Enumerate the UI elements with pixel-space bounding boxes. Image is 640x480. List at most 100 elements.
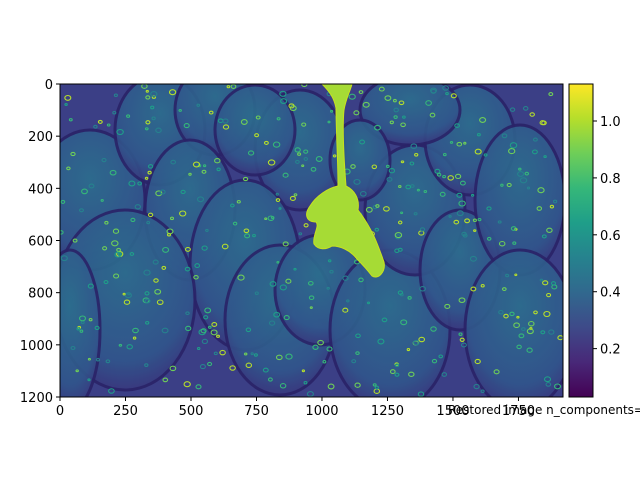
- seed: [243, 228, 250, 234]
- seed: [444, 303, 451, 309]
- seed: [87, 378, 91, 382]
- seed: [147, 212, 154, 218]
- seed: [214, 158, 221, 164]
- seed: [518, 167, 522, 171]
- seed: [486, 206, 492, 211]
- seed: [378, 86, 385, 92]
- seed: [374, 385, 379, 390]
- seed: [87, 357, 91, 361]
- seed: [253, 353, 258, 357]
- seed: [398, 100, 405, 106]
- y-tick-label: 600: [28, 235, 53, 250]
- seed: [144, 298, 151, 304]
- seed: [208, 110, 214, 115]
- seed: [276, 260, 280, 264]
- seed: [267, 377, 273, 382]
- seed: [295, 159, 300, 164]
- seed: [514, 273, 518, 277]
- seed: [397, 220, 403, 225]
- seed: [458, 332, 463, 336]
- seed: [147, 164, 154, 169]
- seed: [506, 182, 512, 188]
- seed: [362, 101, 370, 108]
- seed: [350, 164, 356, 169]
- seed: [118, 343, 123, 347]
- seed: [417, 391, 425, 397]
- seed: [462, 233, 468, 238]
- seed: [543, 310, 551, 318]
- seed: [389, 120, 394, 125]
- seed: [122, 292, 126, 296]
- seed: [268, 320, 276, 326]
- seed: [183, 123, 190, 129]
- colorbar-tick-label: 0.8: [600, 172, 621, 187]
- seed: [279, 284, 287, 291]
- seed: [145, 95, 151, 100]
- seed: [162, 246, 170, 253]
- seed: [126, 114, 131, 118]
- seed: [442, 85, 449, 91]
- seed: [275, 192, 279, 196]
- seed: [147, 170, 152, 175]
- seed: [237, 274, 245, 281]
- seed: [134, 204, 141, 210]
- seed: [425, 100, 432, 106]
- seed: [60, 255, 68, 262]
- seed: [513, 322, 520, 329]
- seed: [117, 252, 122, 256]
- seed: [405, 184, 412, 190]
- seed: [273, 311, 281, 318]
- seed: [539, 120, 546, 126]
- seed: [102, 246, 108, 251]
- seed: [60, 230, 64, 235]
- seed: [87, 283, 94, 289]
- seed: [207, 325, 212, 329]
- seed: [79, 329, 84, 333]
- seed: [383, 206, 390, 212]
- seed: [359, 190, 367, 197]
- seed: [144, 176, 149, 180]
- seed: [242, 176, 249, 182]
- seed: [508, 148, 516, 155]
- seed: [211, 322, 218, 327]
- seed: [470, 193, 475, 197]
- seed: [112, 110, 117, 115]
- seed: [184, 266, 191, 272]
- seed: [516, 344, 522, 350]
- seed: [439, 191, 446, 197]
- seed: [477, 217, 482, 222]
- seed: [441, 372, 448, 377]
- seed: [97, 119, 103, 124]
- seed: [456, 192, 463, 198]
- seed: [275, 198, 281, 203]
- seed: [76, 327, 81, 331]
- seed: [269, 281, 277, 287]
- seed: [552, 199, 558, 204]
- seed: [112, 228, 120, 234]
- seed: [394, 372, 400, 377]
- seed: [285, 353, 293, 360]
- seed: [70, 345, 76, 351]
- seed: [353, 178, 361, 185]
- seed: [303, 149, 309, 154]
- seed: [127, 292, 131, 296]
- seed: [326, 286, 330, 290]
- seed: [262, 367, 269, 373]
- seed: [144, 127, 149, 131]
- seed: [413, 339, 420, 346]
- seed: [288, 103, 295, 109]
- seed: [108, 388, 115, 394]
- strawberry: [60, 248, 102, 397]
- seed: [282, 241, 289, 247]
- seed: [270, 216, 275, 220]
- seed: [400, 211, 404, 215]
- seed: [526, 186, 531, 190]
- y-tick-label: 0: [45, 78, 53, 93]
- seed: [161, 327, 169, 334]
- seed: [392, 98, 397, 103]
- seed: [402, 115, 406, 119]
- seed: [192, 161, 201, 168]
- seed: [193, 275, 199, 280]
- y-tick-label: 400: [28, 182, 53, 197]
